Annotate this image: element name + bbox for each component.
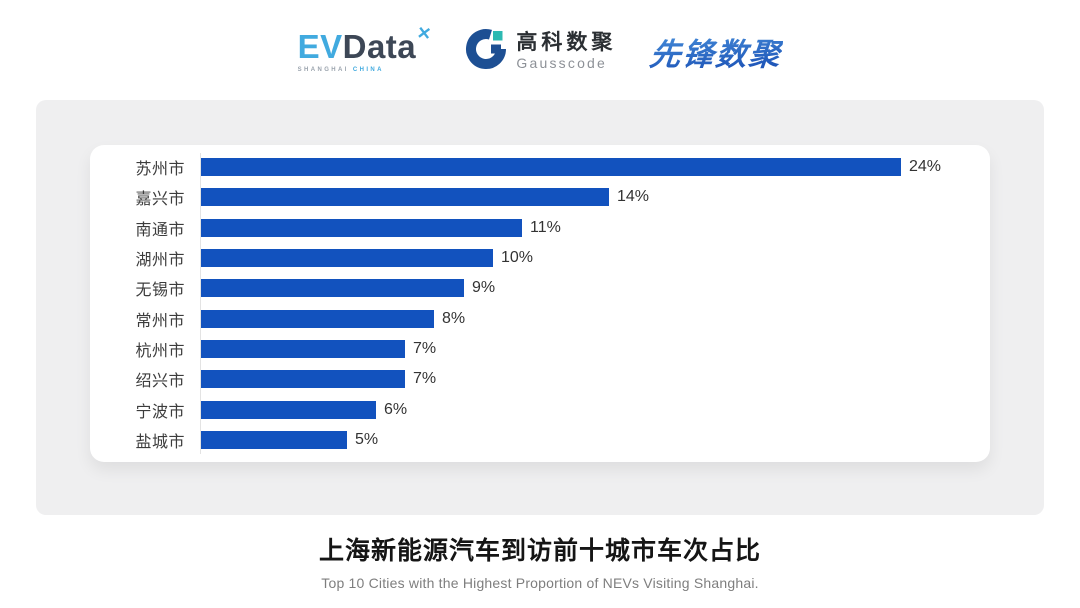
evdata-wordmark: EV Data ✕ xyxy=(297,23,433,65)
bar xyxy=(201,430,347,449)
category-label: 绍兴市 xyxy=(135,373,185,391)
value-label: 9% xyxy=(472,279,496,297)
chart-row: 嘉兴市 14% xyxy=(90,188,990,209)
category-label: 宁波市 xyxy=(135,403,185,421)
chart-row: 苏州市 24% xyxy=(90,158,990,178)
evdata-word-ev: EV xyxy=(297,27,343,65)
value-label: 14% xyxy=(617,188,650,206)
header-logo-bar: EV Data ✕ SHANGHAI CHINA 高科数聚 Gausscode … xyxy=(0,20,1080,82)
category-label: 南通市 xyxy=(135,221,185,239)
chart-row: 杭州市 7% xyxy=(90,339,990,360)
evdata-logo: EV Data ✕ SHANGHAI CHINA xyxy=(297,23,433,73)
chart-title-block: 上海新能源汽车到访前十城市车次占比 Top 10 Cities with the… xyxy=(0,531,1080,591)
value-label: 5% xyxy=(355,430,379,448)
bar-chart: 苏州市 24% 嘉兴市 14% 南通市 11% 湖州市 10% 无锡市 9% 常州市 8% 杭州市 7% 绍… xyxy=(90,145,990,462)
chart-row: 无锡市 9% xyxy=(90,279,990,300)
evdata-word-data: Data xyxy=(342,27,417,65)
gausscode-cn-label: 高科数聚 xyxy=(516,31,617,54)
chart-row: 南通市 11% xyxy=(90,218,990,239)
bar xyxy=(201,279,464,298)
bar xyxy=(201,248,493,267)
chart-panel: 苏州市 24% 嘉兴市 14% 南通市 11% 湖州市 10% 无锡市 9% 常州市 8% 杭州市 7% 绍… xyxy=(36,100,1044,515)
chart-row: 湖州市 10% xyxy=(90,248,990,269)
category-label: 盐城市 xyxy=(135,433,185,451)
chart-row: 绍兴市 7% xyxy=(90,370,990,391)
evdata-tagline-china: CHINA xyxy=(352,66,384,73)
chart-row: 宁波市 6% xyxy=(90,400,990,421)
category-label: 苏州市 xyxy=(135,161,185,178)
evdata-tagline-shanghai: SHANGHAI xyxy=(297,66,349,73)
value-label: 24% xyxy=(909,158,942,175)
bar xyxy=(201,309,434,328)
category-label: 湖州市 xyxy=(135,251,185,269)
value-label: 6% xyxy=(384,400,408,418)
gausscode-g-icon xyxy=(465,28,507,75)
chart-subtitle: Top 10 Cities with the Highest Proportio… xyxy=(321,575,759,591)
category-label: 无锡市 xyxy=(135,282,185,300)
category-label: 嘉兴市 xyxy=(135,191,185,209)
value-label: 7% xyxy=(413,339,437,357)
value-label: 8% xyxy=(442,309,466,327)
chart-row: 常州市 8% xyxy=(90,309,990,330)
evdata-x-star-icon: ✕ xyxy=(415,22,433,44)
value-label: 10% xyxy=(501,248,534,266)
category-label: 杭州市 xyxy=(135,342,185,360)
chart-card: 苏州市 24% 嘉兴市 14% 南通市 11% 湖州市 10% 无锡市 9% 常州市 8% 杭州市 7% 绍… xyxy=(90,145,990,462)
bar xyxy=(201,400,376,419)
evdata-tagline: SHANGHAI CHINA xyxy=(298,67,432,73)
chart-row: 盐城市 5% xyxy=(90,430,990,451)
value-label: 11% xyxy=(530,218,561,236)
bar xyxy=(201,370,405,389)
gausscode-logo: 高科数聚 Gausscode xyxy=(465,28,616,75)
gausscode-wordmark: 高科数聚 Gausscode xyxy=(516,32,616,70)
chart-title: 上海新能源汽车到访前十城市车次占比 xyxy=(318,537,761,565)
bar xyxy=(201,158,901,176)
y-axis-line xyxy=(200,153,201,454)
gausscode-en-label: Gausscode xyxy=(516,55,608,71)
bar xyxy=(201,218,522,237)
value-label: 7% xyxy=(413,370,437,388)
pioneer-data-logo: 先锋数聚 xyxy=(648,29,785,74)
bar xyxy=(201,339,405,358)
category-label: 常州市 xyxy=(135,312,185,330)
bar xyxy=(201,188,609,207)
